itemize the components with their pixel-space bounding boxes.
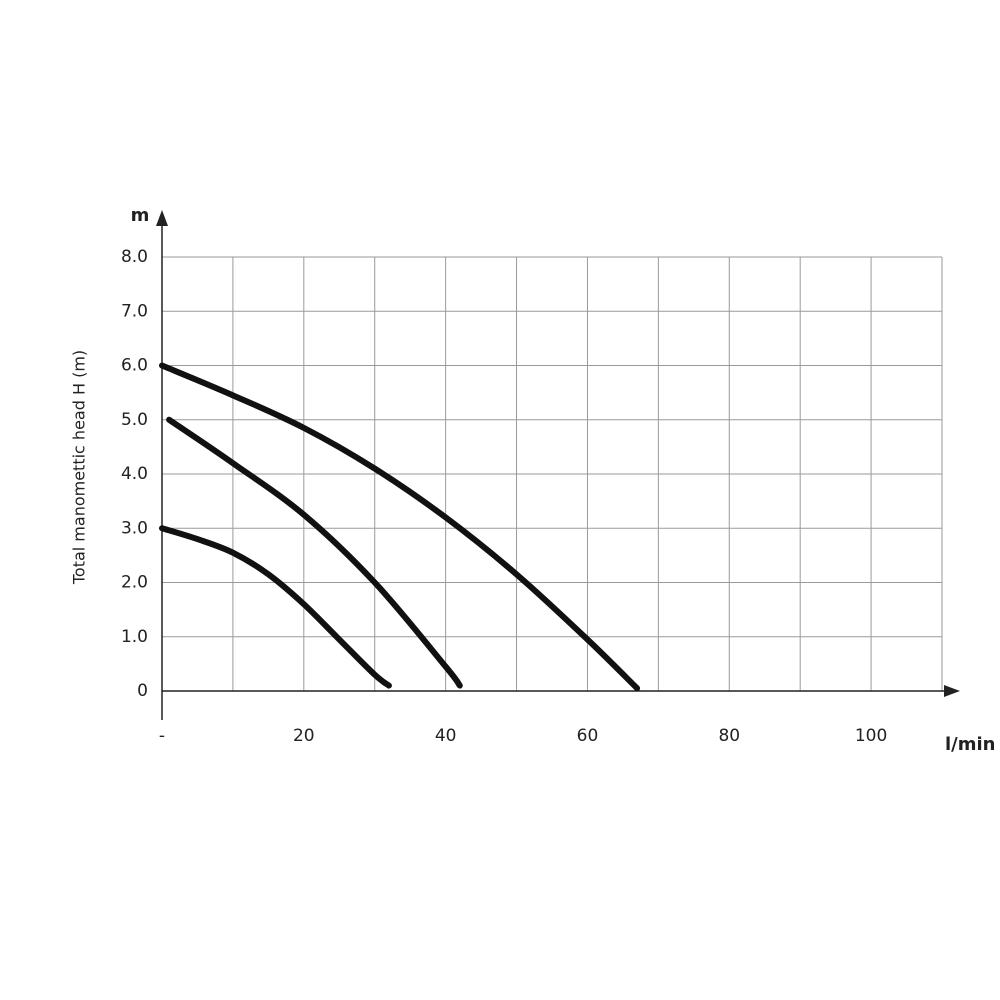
y-tick-label: 8.0: [121, 247, 148, 267]
x-tick-label: 60: [577, 726, 599, 746]
y-tick-label: 3.0: [121, 518, 148, 538]
y-tick-label: 6.0: [121, 356, 148, 376]
y-tick-label: 7.0: [121, 301, 148, 321]
x-tick-label: 80: [718, 726, 740, 746]
x-unit: l/min: [945, 734, 995, 755]
y-unit: m: [131, 205, 150, 226]
y-tick-label: 5.0: [121, 410, 148, 430]
y-tick-label: 0: [137, 681, 148, 701]
y-tick-label: 4.0: [121, 464, 148, 484]
curve: [166, 416, 463, 689]
x-tick-label: 100: [855, 726, 887, 746]
y-arrow: [156, 210, 168, 226]
curve: [159, 362, 641, 692]
x-arrow: [944, 685, 960, 697]
x-tick-label: 40: [435, 726, 457, 746]
x-tick-label: -: [159, 726, 165, 746]
y-tick-label: 2.0: [121, 573, 148, 593]
y-title: Total manomettic head H (m): [70, 350, 89, 585]
x-tick-label: 20: [293, 726, 315, 746]
curve: [159, 525, 392, 689]
y-tick-label: 1.0: [121, 627, 148, 647]
